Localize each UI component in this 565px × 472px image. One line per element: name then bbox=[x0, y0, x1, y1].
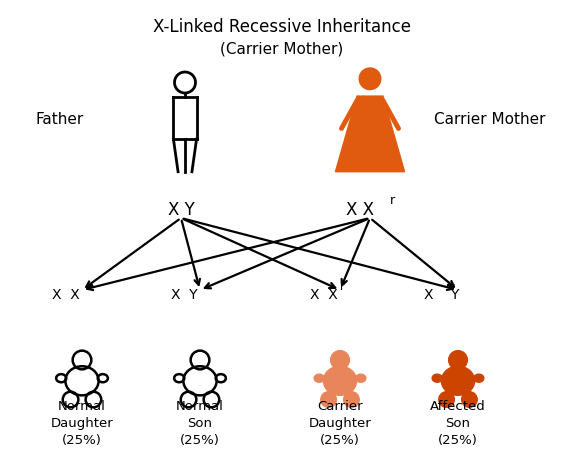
Ellipse shape bbox=[323, 366, 357, 396]
Circle shape bbox=[439, 392, 454, 407]
Text: X  X: X X bbox=[52, 288, 80, 302]
Text: X  Y: X Y bbox=[171, 288, 197, 302]
Ellipse shape bbox=[314, 374, 324, 382]
Ellipse shape bbox=[356, 374, 366, 382]
Text: Normal
Daughter
(25%): Normal Daughter (25%) bbox=[51, 400, 114, 447]
Ellipse shape bbox=[441, 366, 475, 396]
Text: X  X: X X bbox=[310, 288, 338, 302]
Text: Father: Father bbox=[36, 112, 84, 127]
Polygon shape bbox=[336, 96, 405, 172]
Text: r: r bbox=[450, 282, 454, 292]
Circle shape bbox=[449, 351, 467, 370]
Circle shape bbox=[462, 392, 477, 407]
Text: r: r bbox=[389, 194, 394, 207]
Text: X X: X X bbox=[346, 201, 374, 219]
Ellipse shape bbox=[473, 374, 484, 382]
Text: Carrier
Daughter
(25%): Carrier Daughter (25%) bbox=[308, 400, 371, 447]
Text: X    Y: X Y bbox=[424, 288, 460, 302]
Text: X-Linked Recessive Inheritance: X-Linked Recessive Inheritance bbox=[153, 18, 411, 36]
Circle shape bbox=[321, 392, 336, 407]
Text: (Carrier Mother): (Carrier Mother) bbox=[220, 42, 344, 57]
Text: r: r bbox=[340, 282, 344, 292]
Circle shape bbox=[331, 351, 349, 370]
Text: Affected
Son
(25%): Affected Son (25%) bbox=[430, 400, 486, 447]
Circle shape bbox=[359, 68, 381, 90]
Text: Normal
Son
(25%): Normal Son (25%) bbox=[176, 400, 224, 447]
Ellipse shape bbox=[432, 374, 442, 382]
Text: Carrier Mother: Carrier Mother bbox=[434, 112, 546, 127]
Text: X Y: X Y bbox=[168, 201, 194, 219]
Circle shape bbox=[344, 392, 359, 407]
